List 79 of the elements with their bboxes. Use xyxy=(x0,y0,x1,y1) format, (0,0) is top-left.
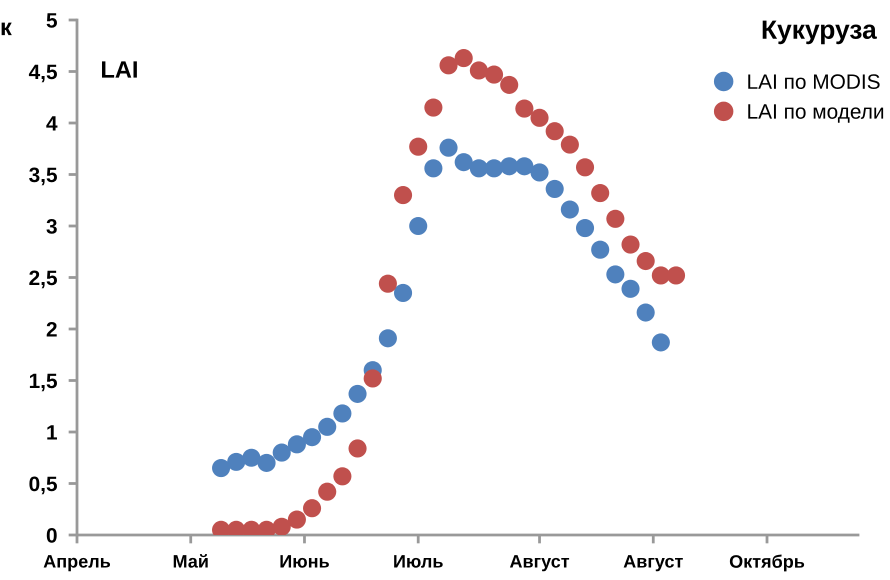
point xyxy=(318,482,336,501)
point xyxy=(439,138,458,157)
point xyxy=(621,280,640,298)
point xyxy=(621,235,640,254)
point xyxy=(227,452,246,471)
x-tick-label: Август xyxy=(510,555,570,572)
point xyxy=(591,240,610,259)
point xyxy=(333,467,352,486)
point xyxy=(288,435,306,454)
point xyxy=(272,444,291,462)
point xyxy=(546,180,564,198)
point xyxy=(515,157,534,176)
point xyxy=(333,404,352,423)
point xyxy=(378,329,397,348)
point xyxy=(454,49,473,68)
x-tick-label: Май xyxy=(174,554,208,568)
y-tick-label: 5 xyxy=(46,13,57,28)
point xyxy=(272,518,291,535)
point xyxy=(454,153,473,172)
point xyxy=(530,108,549,127)
point xyxy=(409,138,428,156)
point xyxy=(470,159,488,178)
x-tick-label: Июль xyxy=(394,555,443,568)
point xyxy=(378,274,397,293)
point xyxy=(242,448,260,467)
point xyxy=(606,265,624,284)
point xyxy=(636,252,655,270)
point xyxy=(439,56,458,74)
legend-label: LAI по MODIS xyxy=(748,74,880,90)
point xyxy=(364,369,382,388)
point xyxy=(560,136,579,154)
y-tick-label: 0 xyxy=(46,528,57,543)
chart-title: Кукуруза xyxy=(762,20,877,44)
point xyxy=(484,66,504,84)
point xyxy=(576,158,594,176)
point xyxy=(424,159,442,178)
point xyxy=(303,428,322,446)
y-tick-label: 2 xyxy=(46,322,57,337)
point xyxy=(515,100,534,118)
point xyxy=(348,439,367,458)
point xyxy=(606,210,624,228)
point xyxy=(303,499,322,518)
point xyxy=(258,454,276,472)
y-tick-label: 3,5 xyxy=(29,168,57,186)
point xyxy=(348,384,367,403)
point xyxy=(394,186,412,204)
point xyxy=(636,303,655,322)
point xyxy=(652,266,670,284)
point xyxy=(500,76,518,94)
point xyxy=(470,61,488,80)
point xyxy=(652,333,670,352)
text: к xyxy=(2,22,12,36)
y-tick-label: 1 xyxy=(47,425,57,440)
point xyxy=(318,418,336,436)
y-tick-label: 1,5 xyxy=(30,374,57,392)
point xyxy=(484,159,504,178)
point xyxy=(424,98,442,117)
point xyxy=(409,216,428,236)
point xyxy=(546,122,564,140)
y-tick-label: 3 xyxy=(46,219,57,234)
x-tick-label: Апрель xyxy=(44,555,110,572)
point xyxy=(394,284,412,302)
point xyxy=(212,458,230,478)
legend-label: LAI по модели xyxy=(748,104,884,123)
y-tick-label: 2,5 xyxy=(29,270,57,288)
y-tick-label: 0,5 xyxy=(29,476,57,494)
y-tick-label: 4,5 xyxy=(28,64,57,82)
y-axis-title: LAI xyxy=(102,61,137,78)
x-tick-label: Октябрь xyxy=(730,554,804,572)
x-tick-label: Август xyxy=(624,555,683,572)
point xyxy=(576,219,594,238)
x-tick-label: Июнь xyxy=(280,555,329,568)
point xyxy=(530,163,549,182)
point xyxy=(666,266,686,284)
y-tick-label: 4 xyxy=(46,116,58,131)
point xyxy=(560,200,579,219)
point xyxy=(288,510,306,529)
point xyxy=(591,184,610,202)
point xyxy=(500,157,518,176)
